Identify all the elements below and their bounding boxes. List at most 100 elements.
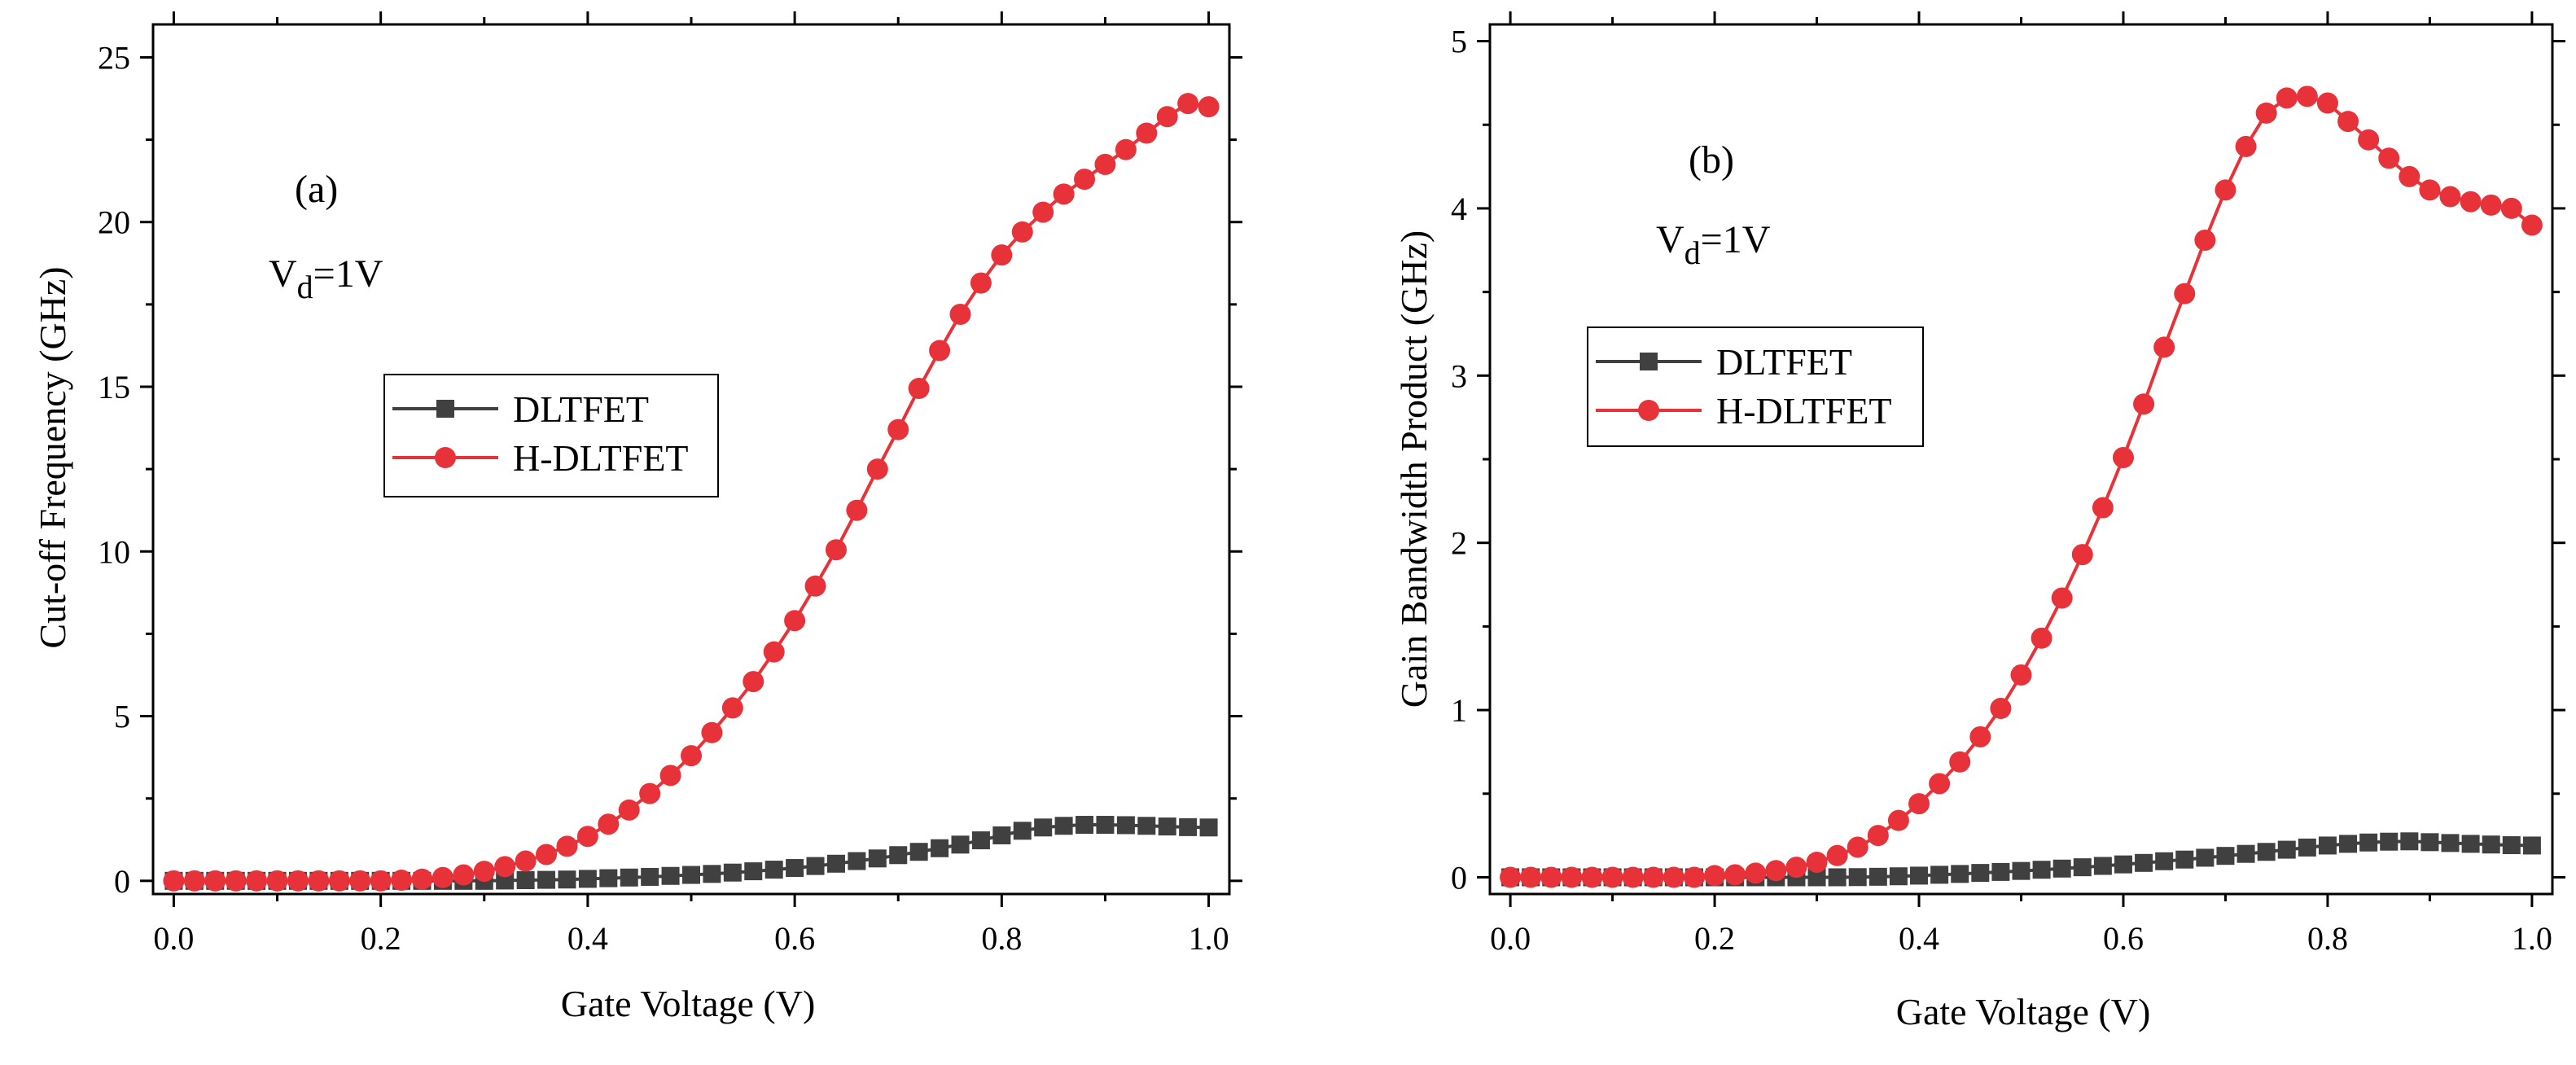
data-point-square (1199, 818, 1218, 837)
data-point-square (2073, 858, 2092, 877)
data-point-circle (163, 870, 185, 892)
data-point-square (1889, 867, 1908, 886)
data-point-square (2257, 843, 2276, 861)
y-tick-label: 4 (1451, 191, 1467, 227)
data-point-circle (1949, 751, 1971, 773)
data-point-square (2318, 836, 2337, 855)
data-point-circle (804, 575, 826, 597)
data-point-circle (2215, 179, 2236, 201)
y-tick-label: 0 (114, 863, 130, 900)
data-point-circle (287, 870, 309, 892)
data-point-circle (515, 850, 537, 872)
data-point-square (516, 871, 535, 890)
y-tick-label: 20 (98, 204, 130, 241)
data-point-circle (2358, 129, 2380, 151)
series-h-dltfet (163, 93, 1220, 892)
x-tick-label: 1.0 (2512, 920, 2552, 957)
data-point-square (764, 861, 783, 879)
data-point-circle (2071, 544, 2093, 566)
data-point-circle (991, 244, 1013, 266)
data-point-circle (2378, 147, 2400, 169)
data-point-square (578, 870, 597, 888)
data-point-square (2482, 835, 2500, 854)
data-point-square (2502, 836, 2521, 855)
data-point-circle (453, 864, 475, 886)
data-point-square (723, 863, 742, 882)
data-point-circle (2399, 165, 2420, 187)
data-point-circle (2276, 87, 2298, 109)
data-point-circle (1765, 860, 1787, 882)
data-point-square (786, 859, 804, 878)
condition-prefix-a: V (269, 252, 297, 296)
panel-label-b: (b) (1689, 138, 1734, 182)
data-point-circle (2439, 186, 2461, 208)
legend-label: DLTFET (513, 388, 649, 430)
data-point-circle (2521, 214, 2543, 236)
data-point-square (537, 870, 556, 889)
data-point-square (620, 868, 638, 887)
data-point-circle (1990, 698, 2012, 720)
data-point-circle (1115, 138, 1137, 160)
data-point-circle (328, 870, 350, 892)
condition-label-a: Vd=1V (269, 252, 383, 305)
data-point-circle (1136, 122, 1158, 144)
data-point-circle (618, 799, 640, 821)
data-point-circle (1826, 844, 1848, 866)
data-point-circle (1156, 106, 1178, 128)
legend-marker-circle (435, 447, 456, 468)
data-point-square (641, 867, 659, 886)
data-point-circle (370, 870, 392, 892)
data-point-square (1848, 868, 1867, 887)
data-point-square (2461, 835, 2480, 853)
data-point-circle (1969, 725, 1991, 747)
data-point-circle (763, 641, 785, 663)
data-point-square (2522, 836, 2541, 855)
data-point-square (1013, 822, 1032, 840)
data-point-square (848, 852, 866, 870)
x-tick-label: 1.0 (1189, 920, 1229, 957)
legend-b: DLTFET H-DLTFET (1587, 327, 1924, 447)
data-point-square (2114, 855, 2132, 874)
legend-marker-square (1640, 353, 1658, 370)
data-point-circle (639, 782, 661, 804)
x-tick-label: 0.4 (567, 920, 608, 957)
x-tick-label: 0.4 (1899, 920, 1939, 957)
data-point-circle (1724, 864, 1746, 886)
data-point-square (2196, 848, 2215, 867)
legend-label: H-DLTFET (513, 437, 689, 479)
series-h-dltfet (1500, 85, 2543, 888)
data-point-circle (225, 870, 247, 892)
data-point-square (1116, 816, 1135, 835)
data-point-circle (887, 419, 909, 440)
legend-marker-square (436, 400, 454, 418)
data-point-circle (1887, 809, 1909, 831)
data-point-square (1828, 868, 1847, 887)
data-point-circle (681, 745, 702, 767)
data-point-circle (2153, 336, 2175, 358)
data-point-square (682, 866, 700, 884)
legend-box (383, 374, 719, 497)
data-point-circle (846, 499, 868, 521)
legend-a: DLTFET H-DLTFET (383, 374, 719, 497)
data-point-square (1910, 866, 1929, 885)
data-point-circle (2419, 179, 2441, 201)
data-point-circle (1908, 793, 1930, 815)
data-point-circle (1929, 773, 1951, 795)
data-point-circle (598, 813, 620, 835)
data-point-circle (1561, 866, 1583, 888)
x-tick-label: 0.2 (361, 920, 401, 957)
data-point-circle (1806, 851, 1828, 873)
x-tick-label: 0.0 (153, 920, 194, 957)
data-point-circle (2480, 194, 2502, 216)
y-axis-title-b: Gain Bandwidth Product (GHz) (1393, 230, 1435, 708)
data-point-circle (1663, 866, 1684, 888)
data-point-square (992, 826, 1011, 844)
data-point-circle (2092, 497, 2114, 519)
condition-suffix-a: =1V (313, 252, 383, 296)
data-point-square (703, 865, 721, 883)
data-point-square (2441, 834, 2460, 852)
data-point-circle (1032, 201, 1054, 223)
data-point-circle (866, 458, 888, 480)
data-point-square (1034, 818, 1053, 837)
condition-subscript-b: d (1684, 234, 1701, 271)
